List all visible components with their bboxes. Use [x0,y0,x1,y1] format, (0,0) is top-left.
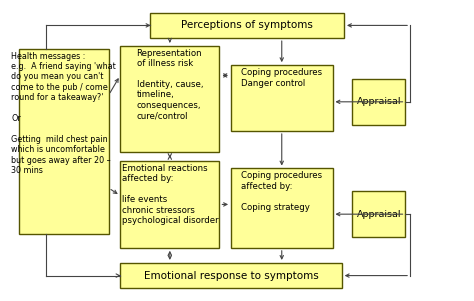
Text: Health messages :
e.g.  A friend saying 'what
do you mean you can't
come to the : Health messages : e.g. A friend saying '… [11,52,116,175]
FancyBboxPatch shape [18,49,109,234]
FancyBboxPatch shape [352,191,405,237]
Text: Appraisal: Appraisal [356,210,401,219]
FancyBboxPatch shape [352,79,405,125]
FancyBboxPatch shape [120,46,219,152]
Text: Representation
of illness risk

Identity, cause,
timeline,
consequences,
cure/co: Representation of illness risk Identity,… [137,49,203,120]
FancyBboxPatch shape [231,169,333,248]
FancyBboxPatch shape [120,161,219,248]
Text: Appraisal: Appraisal [356,97,401,106]
FancyBboxPatch shape [120,263,342,288]
FancyBboxPatch shape [231,65,333,131]
FancyBboxPatch shape [150,13,344,38]
Text: Emotional reactions
affected by:

life events
chronic stressors
psychological di: Emotional reactions affected by: life ev… [121,164,218,225]
Text: Coping procedures
affected by:

Coping strategy: Coping procedures affected by: Coping st… [241,172,322,212]
Text: Coping procedures
Danger control: Coping procedures Danger control [241,68,322,88]
Text: Perceptions of symptoms: Perceptions of symptoms [181,20,313,30]
Text: Emotional response to symptoms: Emotional response to symptoms [144,271,319,281]
